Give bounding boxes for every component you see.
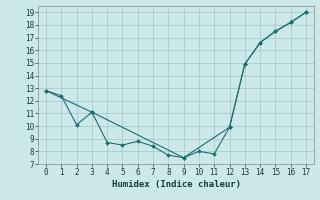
X-axis label: Humidex (Indice chaleur): Humidex (Indice chaleur) [111,180,241,189]
